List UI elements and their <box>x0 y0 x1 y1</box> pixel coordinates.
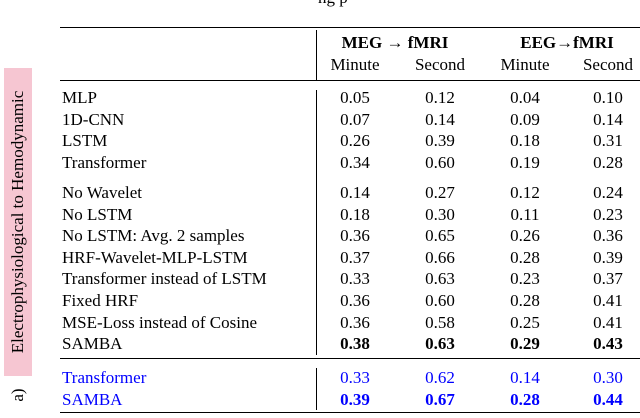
cell: 0.43 <box>593 334 623 354</box>
cell: 0.25 <box>510 312 540 332</box>
cell: 0.34 <box>340 152 370 172</box>
cell: 0.26 <box>510 226 540 246</box>
cell: 0.36 <box>340 291 370 310</box>
v-rule <box>316 30 317 80</box>
cell: 0.63 <box>425 334 455 354</box>
v-rule <box>316 368 317 410</box>
cell: 0.18 <box>340 204 370 224</box>
row-label: MSE-Loss instead of Cosine <box>62 312 258 332</box>
side-label: Electrophysiological to Hemodynamic <box>8 90 27 354</box>
row-label: No LSTM <box>62 204 133 224</box>
cell: 0.27 <box>425 183 455 202</box>
cell: 0.28 <box>510 291 540 310</box>
cell: 0.41 <box>593 312 623 332</box>
caption-fragment: ng p <box>318 0 348 8</box>
row-label: LSTM <box>62 131 108 151</box>
cell: 0.29 <box>510 334 540 354</box>
cell: 0.33 <box>340 368 370 387</box>
column-group: EEG→fMRI <box>520 33 614 52</box>
column-subhead: Second <box>582 55 634 74</box>
cell: 0.14 <box>425 109 455 129</box>
cell: 0.04 <box>510 88 540 107</box>
cell: 0.11 <box>510 204 540 224</box>
cell: 0.66 <box>425 247 455 267</box>
row-label: Transformer instead of LSTM <box>62 269 267 289</box>
cell: 0.39 <box>425 131 455 151</box>
cell: 0.09 <box>510 109 540 129</box>
cell: 0.05 <box>340 88 370 107</box>
cell: 0.63 <box>425 269 455 289</box>
column-subhead: Minute <box>330 55 380 74</box>
cell: 0.36 <box>340 312 370 332</box>
row-label: 1D-CNN <box>62 109 125 129</box>
row-label: No Wavelet <box>62 183 142 202</box>
cell: 0.14 <box>593 109 623 129</box>
cell: 0.12 <box>510 183 540 202</box>
cell: 0.23 <box>510 269 540 289</box>
cell: 0.10 <box>593 88 623 107</box>
row-label: Transformer <box>62 368 147 387</box>
row-label: No LSTM: Avg. 2 samples <box>62 226 245 246</box>
cell: 0.30 <box>593 368 623 387</box>
row-label: Transformer <box>62 152 147 172</box>
cell: 0.65 <box>425 226 455 246</box>
cell: 0.18 <box>510 131 540 151</box>
bottom-rule <box>60 412 640 413</box>
cell: 0.07 <box>340 109 370 129</box>
column-subhead: Second <box>414 55 466 74</box>
cell: 0.28 <box>593 152 623 172</box>
cell: 0.39 <box>340 389 370 409</box>
cell: 0.14 <box>510 368 540 387</box>
cell: 0.14 <box>340 183 370 202</box>
row-label: SAMBA <box>62 389 123 409</box>
cell: 0.37 <box>340 247 370 267</box>
cell: 0.28 <box>510 247 540 267</box>
row-label: MLP <box>62 88 97 107</box>
cell: 0.39 <box>593 247 623 267</box>
cell: 0.38 <box>340 334 370 354</box>
cell: 0.12 <box>425 88 455 107</box>
row-label: Fixed HRF <box>62 291 139 310</box>
cell: 0.31 <box>593 131 623 151</box>
cell: 0.33 <box>340 269 370 289</box>
cell: 0.67 <box>425 389 455 409</box>
cell: 0.37 <box>593 269 623 289</box>
row-label: SAMBA <box>62 334 123 354</box>
cell: 0.41 <box>593 291 623 310</box>
cell: 0.26 <box>340 131 370 151</box>
cell: 0.58 <box>425 312 455 332</box>
column-group: MEG → fMRI <box>341 33 449 52</box>
cell: 0.62 <box>425 368 455 387</box>
cell: 0.30 <box>425 204 455 224</box>
column-subhead: Minute <box>500 55 550 74</box>
cell: 0.24 <box>593 183 623 202</box>
cell: 0.36 <box>340 226 370 246</box>
row-label: HRF-Wavelet-MLP-LSTM <box>62 247 248 267</box>
cell: 0.19 <box>510 152 540 172</box>
cell: 0.60 <box>425 152 455 172</box>
v-rule <box>316 90 317 355</box>
cell: 0.44 <box>593 389 623 409</box>
top-rule <box>60 27 640 28</box>
side-label-box <box>4 68 32 376</box>
panel-label: a) <box>8 388 27 402</box>
section-rule <box>60 358 640 359</box>
cell: 0.36 <box>593 226 623 246</box>
cell: 0.23 <box>593 204 623 224</box>
cell: 0.60 <box>425 291 455 310</box>
cell: 0.28 <box>510 389 540 409</box>
header-rule <box>60 80 640 81</box>
